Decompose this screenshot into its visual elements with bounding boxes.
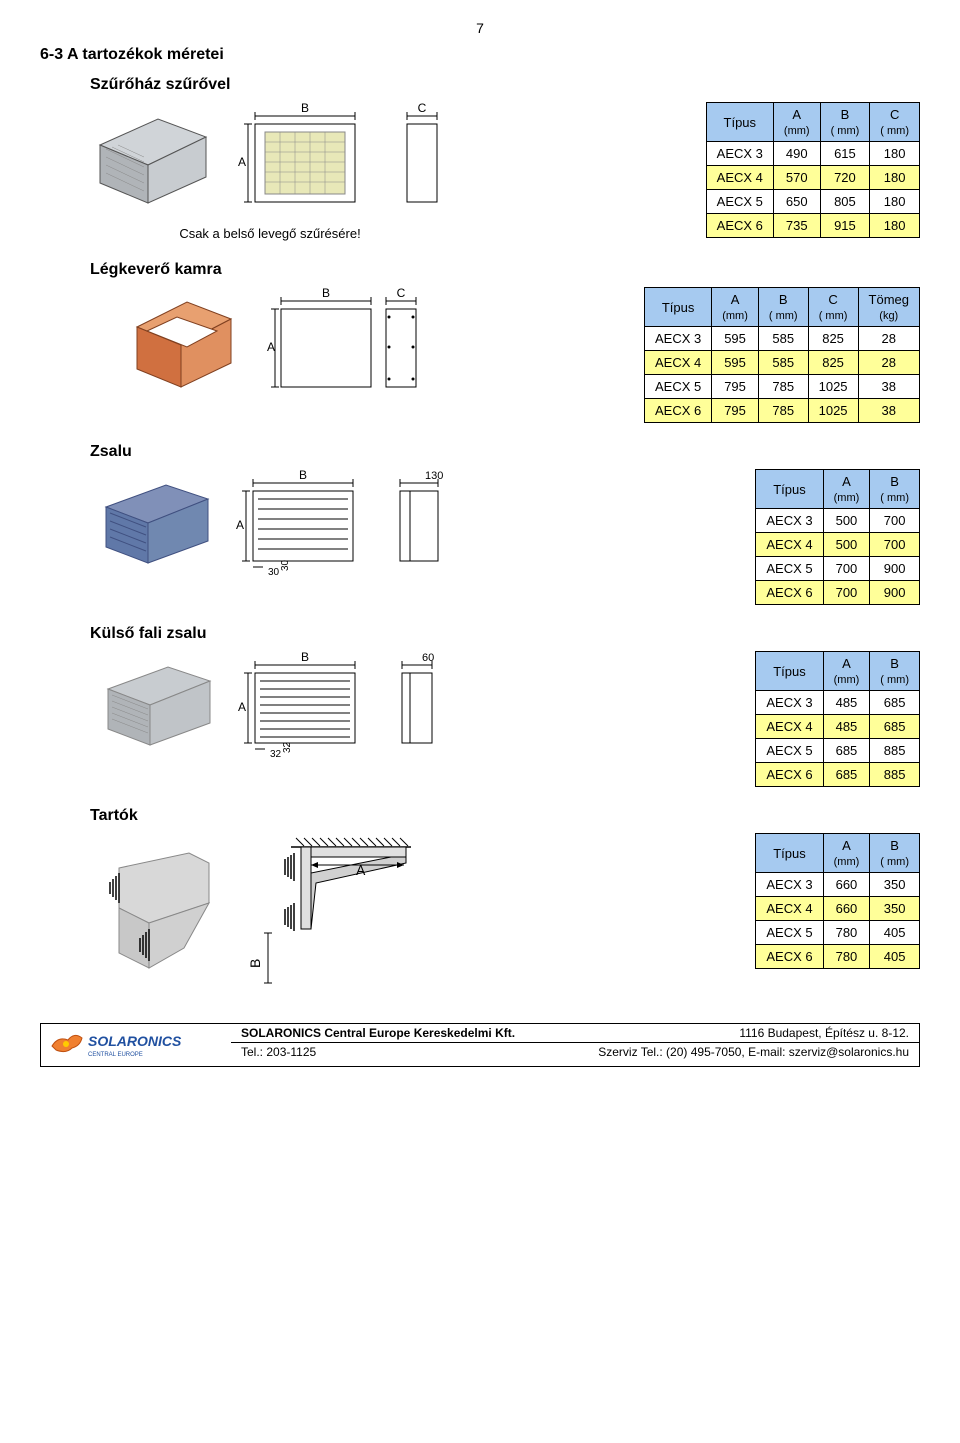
svg-text:C: C bbox=[418, 102, 427, 115]
svg-text:A: A bbox=[238, 700, 246, 714]
svg-text:A: A bbox=[238, 155, 246, 169]
svg-text:B: B bbox=[247, 959, 263, 968]
svg-text:B: B bbox=[301, 102, 309, 115]
kulso-table: TípusA(mm)B( mm)AECX 3485685AECX 4485685… bbox=[755, 651, 920, 787]
svg-text:A: A bbox=[235, 518, 243, 532]
filter-title: Szűrőház szűrővel bbox=[90, 76, 920, 94]
filter-diagram: B A C bbox=[40, 102, 500, 241]
svg-text:30: 30 bbox=[280, 559, 291, 571]
mixing-table: TípusA(mm)B( mm)C( mm)Tömeg(kg)AECX 3595… bbox=[644, 287, 920, 423]
svg-text:B: B bbox=[322, 287, 330, 300]
svg-text:C: C bbox=[397, 287, 406, 300]
svg-text:130: 130 bbox=[425, 470, 443, 482]
mixing-diagram: B A C bbox=[40, 287, 500, 397]
footer-tel: Tel.: 203-1125 bbox=[241, 1045, 316, 1059]
footer-serv: Szerviz Tel.: (20) 495-7050, E-mail: sze… bbox=[598, 1045, 909, 1059]
svg-text:B: B bbox=[298, 469, 306, 482]
footer-address: 1116 Budapest, Építész u. 8-12. bbox=[739, 1026, 909, 1040]
zsalu-diagram: B A 30 30 130 bbox=[40, 469, 500, 579]
svg-text:32: 32 bbox=[282, 741, 293, 753]
tartok-table: TípusA(mm)B( mm)AECX 3660350AECX 4660350… bbox=[755, 833, 920, 969]
svg-text:A: A bbox=[267, 340, 275, 354]
filter-table: TípusA(mm)B( mm)C( mm)AECX 3490615180AEC… bbox=[706, 102, 920, 238]
footer-company: SOLARONICS Central Europe Kereskedelmi K… bbox=[241, 1026, 515, 1040]
svg-text:32: 32 bbox=[270, 749, 282, 760]
footer: SOLARONICS CENTRAL EUROPE SOLARONICS Cen… bbox=[40, 1023, 920, 1067]
kulso-title: Külső fali zsalu bbox=[90, 625, 920, 643]
kulso-diagram: B A 32 32 60 bbox=[40, 651, 500, 761]
zsalu-title: Zsalu bbox=[90, 443, 920, 461]
section-title: 6-3 A tartozékok méretei bbox=[40, 46, 920, 64]
svg-text:B: B bbox=[301, 651, 309, 664]
svg-text:A: A bbox=[356, 862, 366, 878]
svg-text:30: 30 bbox=[268, 567, 280, 578]
footer-logo: SOLARONICS CENTRAL EUROPE bbox=[41, 1024, 231, 1066]
mixing-title: Légkeverő kamra bbox=[90, 261, 920, 279]
svg-text:CENTRAL EUROPE: CENTRAL EUROPE bbox=[88, 1052, 143, 1058]
tartok-diagram: A B bbox=[40, 833, 500, 993]
filter-caption: Csak a belső levegő szűrésére! bbox=[179, 226, 360, 241]
svg-text:SOLARONICS: SOLARONICS bbox=[88, 1033, 182, 1049]
tartok-title: Tartók bbox=[90, 807, 920, 825]
page-number: 7 bbox=[40, 20, 920, 36]
zsalu-table: TípusA(mm)B( mm)AECX 3500700AECX 4500700… bbox=[755, 469, 920, 605]
